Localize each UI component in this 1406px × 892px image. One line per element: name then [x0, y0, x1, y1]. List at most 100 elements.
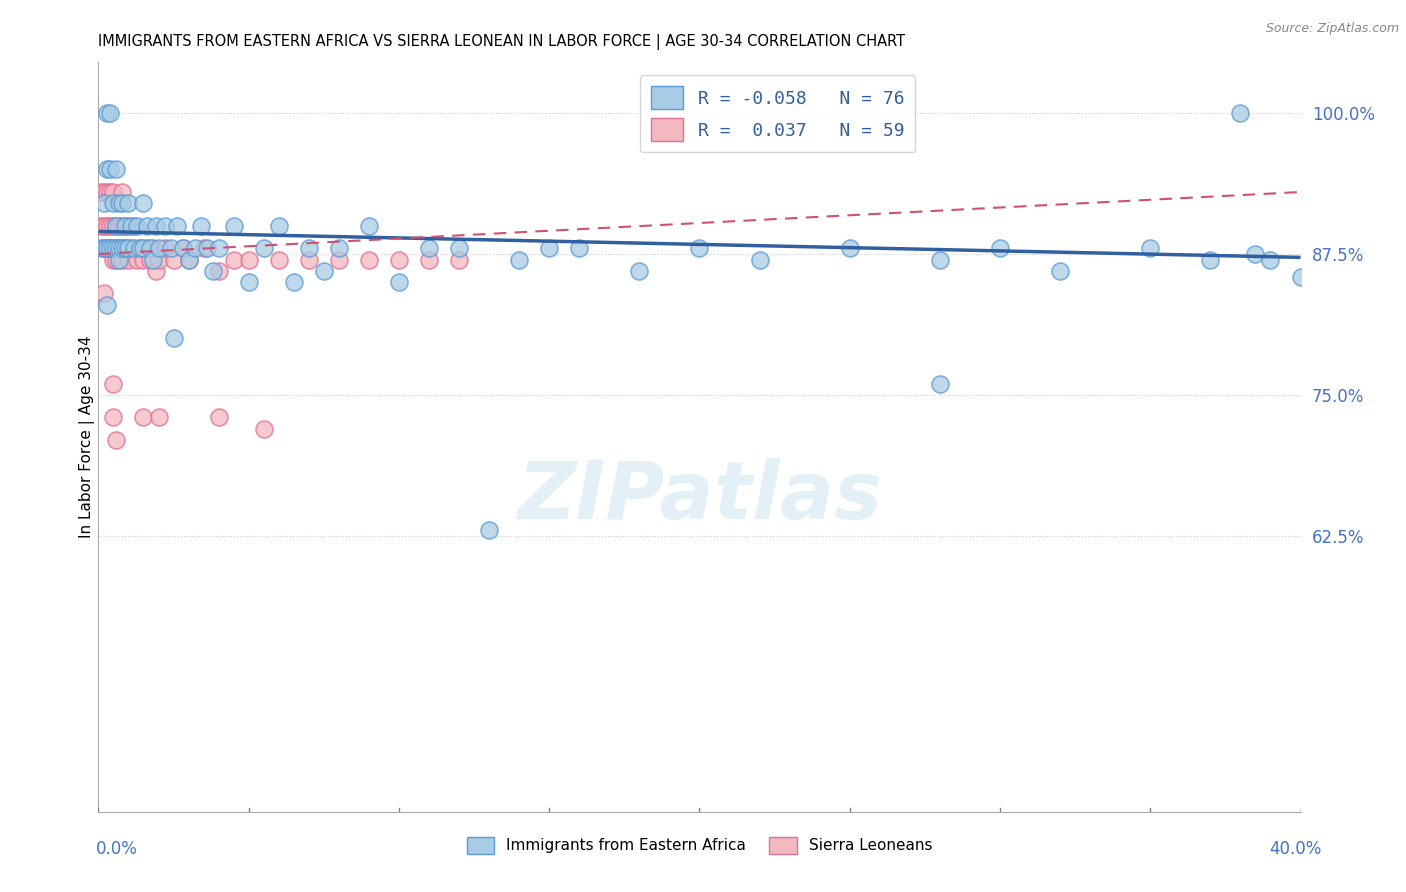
- Point: [447, 252, 470, 267]
- Point: [357, 219, 380, 233]
- Point: [100, 241, 122, 255]
- Point: [96, 241, 118, 255]
- Point: [135, 219, 157, 233]
- Text: 0.0%: 0.0%: [96, 840, 138, 858]
- Point: [145, 264, 167, 278]
- Text: 40.0%: 40.0%: [1270, 840, 1322, 858]
- Point: [90, 241, 112, 255]
- Point: [1289, 269, 1312, 284]
- Point: [124, 241, 146, 255]
- Point: [100, 219, 122, 233]
- Point: [177, 252, 200, 267]
- Point: [688, 241, 710, 255]
- Point: [103, 241, 125, 255]
- Point: [929, 252, 952, 267]
- Point: [141, 252, 163, 267]
- Point: [988, 241, 1011, 255]
- Point: [135, 241, 157, 255]
- Point: [100, 162, 122, 177]
- Point: [105, 219, 128, 233]
- Point: [267, 252, 290, 267]
- Point: [96, 185, 118, 199]
- Point: [162, 252, 184, 267]
- Point: [1049, 264, 1071, 278]
- Point: [93, 219, 115, 233]
- Point: [96, 241, 118, 255]
- Point: [238, 252, 260, 267]
- Point: [127, 219, 149, 233]
- Point: [145, 219, 167, 233]
- Legend: Immigrants from Eastern Africa, Sierra Leoneans: Immigrants from Eastern Africa, Sierra L…: [461, 830, 938, 860]
- Point: [108, 252, 131, 267]
- Point: [105, 241, 128, 255]
- Point: [1199, 252, 1222, 267]
- Point: [253, 241, 276, 255]
- Point: [100, 241, 122, 255]
- Point: [838, 241, 860, 255]
- Point: [172, 241, 194, 255]
- Point: [478, 523, 501, 537]
- Point: [90, 185, 112, 199]
- Point: [111, 196, 134, 211]
- Point: [121, 241, 143, 255]
- Point: [93, 185, 115, 199]
- Point: [103, 410, 125, 425]
- Point: [748, 252, 770, 267]
- Point: [117, 219, 139, 233]
- Point: [103, 252, 125, 267]
- Point: [222, 252, 245, 267]
- Point: [111, 241, 134, 255]
- Point: [568, 241, 591, 255]
- Point: [93, 196, 115, 211]
- Point: [93, 286, 115, 301]
- Point: [208, 241, 231, 255]
- Point: [117, 252, 139, 267]
- Point: [132, 410, 155, 425]
- Point: [96, 162, 118, 177]
- Point: [114, 219, 136, 233]
- Point: [357, 252, 380, 267]
- Point: [283, 275, 305, 289]
- Point: [105, 219, 128, 233]
- Point: [108, 219, 131, 233]
- Text: ZIPatlas: ZIPatlas: [517, 458, 882, 536]
- Point: [195, 241, 218, 255]
- Point: [177, 252, 200, 267]
- Point: [105, 433, 128, 447]
- Point: [93, 241, 115, 255]
- Point: [312, 264, 335, 278]
- Point: [108, 241, 131, 255]
- Point: [117, 196, 139, 211]
- Point: [267, 219, 290, 233]
- Point: [148, 241, 170, 255]
- Point: [418, 241, 440, 255]
- Point: [100, 185, 122, 199]
- Point: [103, 376, 125, 391]
- Point: [96, 219, 118, 233]
- Text: Source: ZipAtlas.com: Source: ZipAtlas.com: [1265, 22, 1399, 36]
- Point: [388, 275, 411, 289]
- Point: [111, 252, 134, 267]
- Point: [190, 219, 212, 233]
- Point: [208, 410, 231, 425]
- Point: [929, 376, 952, 391]
- Point: [111, 185, 134, 199]
- Point: [105, 162, 128, 177]
- Point: [93, 241, 115, 255]
- Point: [1260, 252, 1282, 267]
- Point: [114, 241, 136, 255]
- Point: [328, 241, 350, 255]
- Point: [100, 106, 122, 120]
- Point: [1139, 241, 1161, 255]
- Point: [1244, 247, 1267, 261]
- Point: [129, 241, 152, 255]
- Point: [90, 219, 112, 233]
- Point: [148, 410, 170, 425]
- Point: [96, 298, 118, 312]
- Point: [298, 252, 321, 267]
- Point: [628, 264, 651, 278]
- Point: [238, 275, 260, 289]
- Point: [1229, 106, 1251, 120]
- Point: [183, 241, 205, 255]
- Point: [141, 241, 163, 255]
